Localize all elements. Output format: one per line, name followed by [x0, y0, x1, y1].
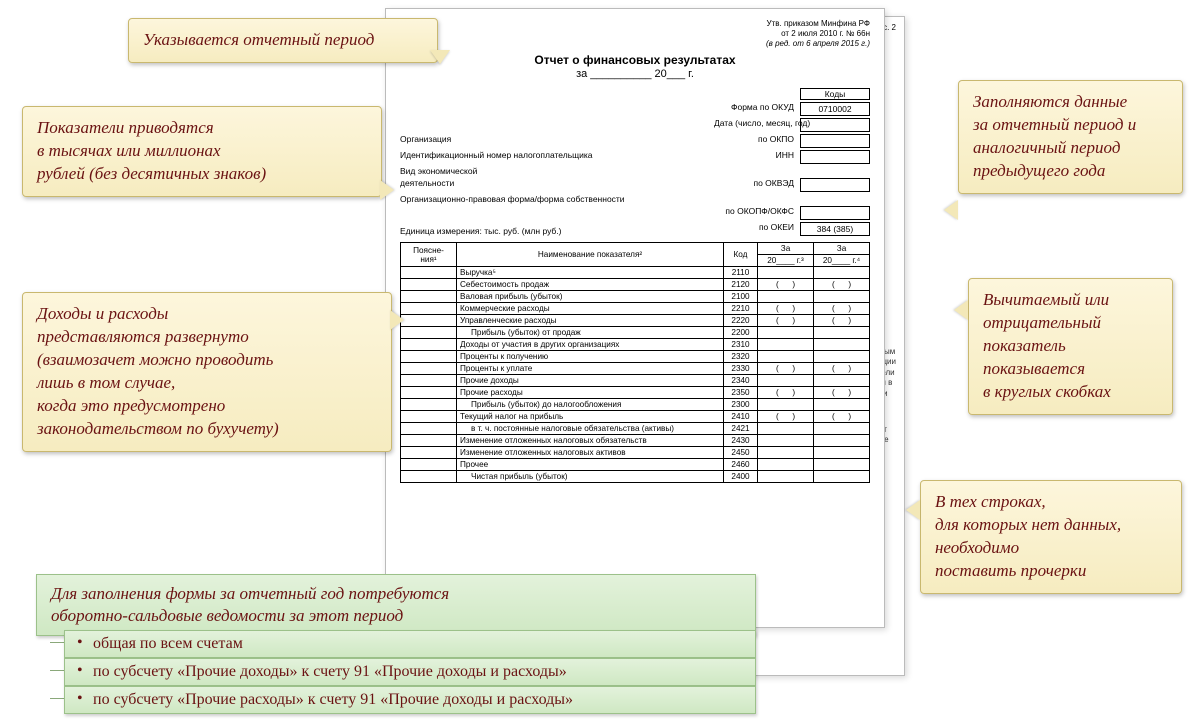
- callout-period: Указывается отчетный период: [128, 18, 438, 63]
- callout-detailed: Доходы и расходы представляются разверну…: [22, 292, 392, 452]
- table-row: Прибыль (убыток) до налогообложения2300: [401, 399, 870, 411]
- callout-parens-text: Вычитаемый или отрицательный показатель …: [983, 290, 1111, 401]
- callout-periods-text: Заполняются данные за отчетный период и …: [973, 92, 1136, 180]
- table-row: Изменение отложенных налоговых активов24…: [401, 447, 870, 459]
- callout-dashes: В тех строках, для которых нет данных, н…: [920, 480, 1182, 594]
- note-head: Для заполнения формы за отчетный год пот…: [36, 574, 756, 636]
- table-row: Прочие расходы2350( )( ): [401, 387, 870, 399]
- tail-detailed: [390, 310, 404, 330]
- table-row: Коммерческие расходы2210( )( ): [401, 303, 870, 315]
- table-row: Проценты к уплате2330( )( ): [401, 363, 870, 375]
- meta-grid: Коды Форма по ОКУД0710002 Дата (число, м…: [400, 88, 870, 236]
- table-row: Управленческие расходы2220( )( ): [401, 315, 870, 327]
- tail-periods: [944, 200, 958, 220]
- tail-period: [430, 50, 450, 64]
- table-row: Прочие доходы2340: [401, 375, 870, 387]
- callout-period-text: Указывается отчетный период: [143, 30, 374, 49]
- doc-sheet-front: Утв. приказом Минфина РФ от 2 июля 2010 …: [385, 8, 885, 628]
- table-row: Прибыль (убыток) от продаж2200: [401, 327, 870, 339]
- table-row: Выручка⁵2110: [401, 267, 870, 279]
- tail-parens: [954, 300, 968, 320]
- th-code: Код: [724, 243, 758, 267]
- fin-table: Поясне- ния¹ Наименование показателя² Ко…: [400, 242, 870, 483]
- callout-units-text: Показатели приводятся в тысячах или милл…: [37, 118, 266, 183]
- note-item-2: по субсчету «Прочие доходы» к счету 91 «…: [64, 658, 756, 686]
- table-row: Доходы от участия в других организациях2…: [401, 339, 870, 351]
- approval-block: Утв. приказом Минфина РФ от 2 июля 2010 …: [400, 19, 870, 49]
- callout-periods-data: Заполняются данные за отчетный период и …: [958, 80, 1183, 194]
- doc-title: Отчет о финансовых результатах: [400, 53, 870, 67]
- tail-units: [380, 180, 394, 200]
- table-row: Изменение отложенных налоговых обязатель…: [401, 435, 870, 447]
- note-item-3: по субсчету «Прочие расходы» к счету 91 …: [64, 686, 756, 714]
- callout-detailed-text: Доходы и расходы представляются разверну…: [37, 304, 279, 438]
- tail-dashes: [906, 500, 920, 520]
- doc-subtitle: за __________ 20___ г.: [400, 68, 870, 80]
- th-expl: Поясне- ния¹: [401, 243, 457, 267]
- table-row: Чистая прибыль (убыток)2400: [401, 471, 870, 483]
- table-row: Валовая прибыль (убыток)2100: [401, 291, 870, 303]
- callout-dashes-text: В тех строках, для которых нет данных, н…: [935, 492, 1121, 580]
- table-row: Проценты к получению2320: [401, 351, 870, 363]
- th-name: Наименование показателя²: [457, 243, 724, 267]
- table-row: Прочее2460: [401, 459, 870, 471]
- note-head-text: Для заполнения формы за отчетный год пот…: [51, 584, 449, 625]
- note-item-1: общая по всем счетам: [64, 630, 756, 658]
- table-row: Текущий налог на прибыль2410( )( ): [401, 411, 870, 423]
- callout-units: Показатели приводятся в тысячах или милл…: [22, 106, 382, 197]
- table-row: Себестоимость продаж2120( )( ): [401, 279, 870, 291]
- callout-parens: Вычитаемый или отрицательный показатель …: [968, 278, 1173, 415]
- table-row: в т. ч. постоянные налоговые обязательст…: [401, 423, 870, 435]
